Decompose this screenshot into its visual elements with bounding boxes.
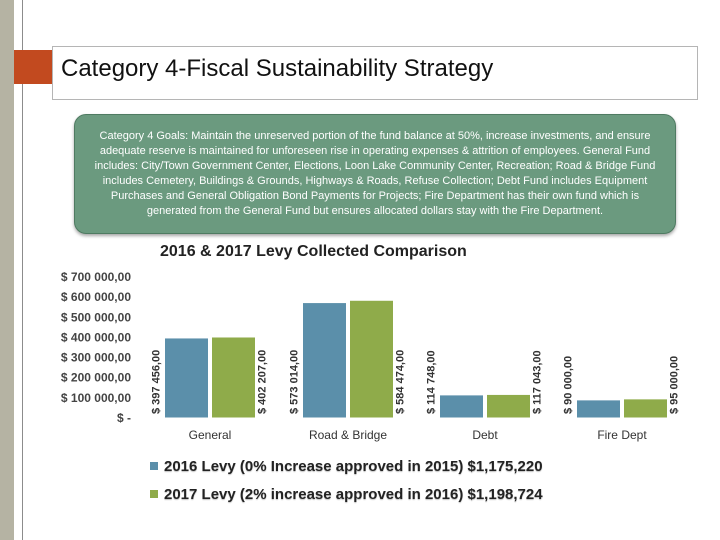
bar-2016-fire-dept xyxy=(576,399,621,419)
data-label: $ 402 207,00 xyxy=(257,350,269,414)
left-decorative-band xyxy=(0,0,14,540)
y-tick-label: $ 200 000,00 xyxy=(61,371,131,385)
y-tick-label: $ 400 000,00 xyxy=(61,330,131,344)
data-label: $ 584 474,00 xyxy=(395,350,407,414)
y-tick-label: $ - xyxy=(117,411,131,425)
x-category-label: Road & Bridge xyxy=(309,428,387,442)
title-box: Category 4-Fiscal Sustainability Strateg… xyxy=(52,46,698,100)
legend-item-2017: 2017 Levy (2% increase approved in 2016)… xyxy=(150,480,543,508)
y-tick-label: $ 500 000,00 xyxy=(61,310,131,324)
bar-2016-road-bridge xyxy=(302,302,347,419)
bar-2017-debt xyxy=(486,393,531,419)
y-tick-label: $ 600 000,00 xyxy=(61,290,131,304)
data-label: $ 114 748,00 xyxy=(426,350,438,414)
data-label: $ 90 000,00 xyxy=(563,356,575,414)
legend-item-2016: 2016 Levy (0% Increase approved in 2015)… xyxy=(150,452,543,480)
data-label: $ 573 014,00 xyxy=(289,350,301,414)
x-category-label: Debt xyxy=(472,428,498,442)
goals-text: Category 4 Goals: Maintain the unreserve… xyxy=(94,130,656,217)
data-label: $ 95 000,00 xyxy=(669,356,681,414)
bar-2016-general xyxy=(164,337,209,419)
bar-2017-fire-dept xyxy=(623,398,668,419)
x-category-label: Fire Dept xyxy=(597,428,647,442)
chart-legend: 2016 Levy (0% Increase approved in 2015)… xyxy=(150,452,543,508)
bar-2016-debt xyxy=(439,394,484,419)
goals-box: Category 4 Goals: Maintain the unreserve… xyxy=(74,114,676,234)
y-tick-label: $ 300 000,00 xyxy=(61,351,131,365)
legend-swatch-2016 xyxy=(150,462,158,470)
data-label: $ 117 043,00 xyxy=(532,350,544,414)
bar-2017-general xyxy=(211,336,256,419)
y-tick-label: $ 100 000,00 xyxy=(61,391,131,405)
x-category-label: General xyxy=(189,428,232,442)
legend-label-2017: 2017 Levy (2% increase approved in 2016)… xyxy=(164,485,543,503)
y-tick-label: $ 700 000,00 xyxy=(61,270,131,284)
left-decorative-line xyxy=(22,0,23,540)
bar-2017-road-bridge xyxy=(349,299,394,419)
title-accent-block xyxy=(14,50,52,84)
chart-title: 2016 & 2017 Levy Collected Comparison xyxy=(160,243,467,260)
data-label: $ 397 456,00 xyxy=(151,350,163,414)
slide-title: Category 4-Fiscal Sustainability Strateg… xyxy=(61,55,494,82)
legend-swatch-2017 xyxy=(150,490,158,498)
legend-label-2016: 2016 Levy (0% Increase approved in 2015)… xyxy=(164,457,543,475)
